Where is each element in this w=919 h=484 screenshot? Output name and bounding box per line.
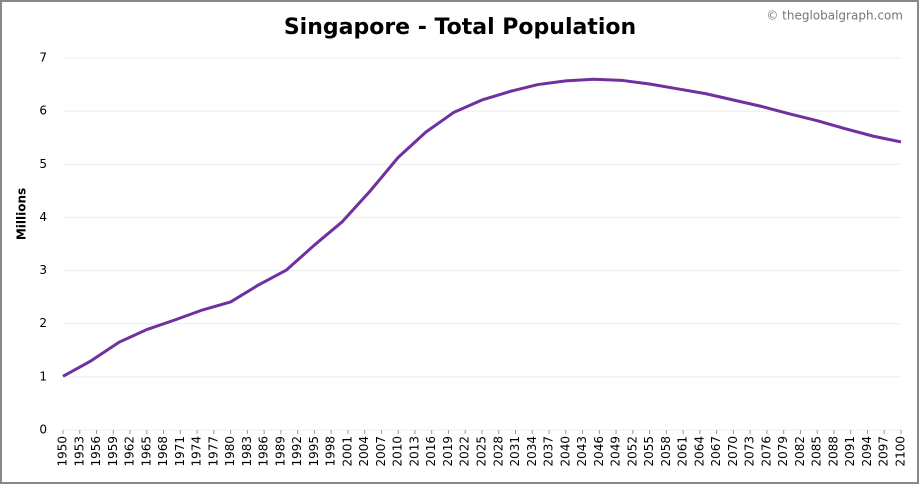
x-tick-label: 2091: [843, 436, 857, 467]
x-tick-label: 1968: [156, 436, 170, 467]
x-tick-label: 2046: [592, 436, 606, 467]
x-tick-label: 1965: [139, 436, 153, 467]
y-tick-label: 3: [39, 263, 47, 277]
x-tick-label: 2079: [776, 436, 790, 467]
watermark: © theglobalgraph.com: [766, 9, 903, 23]
x-tick-label: 2016: [424, 436, 438, 467]
x-tick-label: 2070: [726, 436, 740, 467]
data-line: [62, 77, 902, 378]
x-tick-label: 2040: [558, 436, 572, 467]
x-tick-label: 2097: [877, 436, 891, 467]
x-tick-label: 1962: [123, 436, 137, 467]
x-tick-label: 2031: [508, 436, 522, 467]
x-tick-label: 1998: [324, 436, 338, 467]
x-tick-label: 1986: [257, 436, 271, 467]
x-tick-label: 2025: [475, 436, 489, 467]
x-tick-label: 2082: [793, 436, 807, 467]
y-axis-label: Millions: [15, 188, 29, 240]
x-tick-label: 2064: [692, 436, 706, 467]
x-tick-label: 2052: [625, 436, 639, 467]
x-tick-label: 2022: [458, 436, 472, 467]
x-tick-label: 1974: [190, 436, 204, 467]
x-tick-label: 2010: [391, 436, 405, 467]
chart-title: Singapore - Total Population: [284, 15, 636, 40]
x-tick-label: 2058: [659, 436, 673, 467]
x-tick-label: 1977: [206, 436, 220, 467]
x-tick-label: 1959: [106, 436, 120, 467]
x-tick-label: 2013: [407, 436, 421, 467]
x-tick-label: 2085: [810, 436, 824, 467]
x-tick-label: 2076: [759, 436, 773, 467]
x-tick-label: 2019: [441, 436, 455, 467]
x-tick-label: 2007: [374, 436, 388, 467]
x-tick-label: 2100: [894, 436, 908, 467]
x-tick-label: 1983: [240, 436, 254, 467]
x-tick-label: 2088: [826, 436, 840, 467]
x-tick-label: 2049: [609, 436, 623, 467]
x-tick-label: 2067: [709, 436, 723, 467]
y-tick-label: 4: [39, 210, 47, 224]
x-tick-label: 2043: [575, 436, 589, 467]
y-tick-label: 5: [39, 157, 47, 171]
x-tick-label: 2055: [642, 436, 656, 467]
x-tick-label: 2094: [860, 436, 874, 467]
x-tick-label: 2061: [676, 436, 690, 467]
x-tick-label: 2004: [357, 436, 371, 467]
x-tick-label: 1950: [56, 436, 70, 467]
x-tick-label: 1971: [173, 436, 187, 467]
y-tick-label: 2: [39, 316, 47, 330]
x-tick-label: 1980: [223, 436, 237, 467]
x-tick-label: 2034: [525, 436, 539, 467]
y-tick-label: 0: [39, 423, 47, 437]
y-tick-label: 7: [39, 51, 47, 65]
x-tick-label: 1956: [89, 436, 103, 467]
x-tick-label: 1995: [307, 436, 321, 467]
x-tick-label: 2073: [743, 436, 757, 467]
x-tick-label: 2037: [542, 436, 556, 467]
x-tick-label: 1989: [273, 436, 287, 467]
y-tick-label: 6: [39, 104, 47, 118]
y-tick-label: 1: [39, 369, 47, 383]
x-tick-label: 1953: [72, 436, 86, 467]
x-tick-label: 1992: [290, 436, 304, 467]
x-tick-label: 2001: [340, 436, 354, 467]
x-tick-label: 2028: [491, 436, 505, 467]
